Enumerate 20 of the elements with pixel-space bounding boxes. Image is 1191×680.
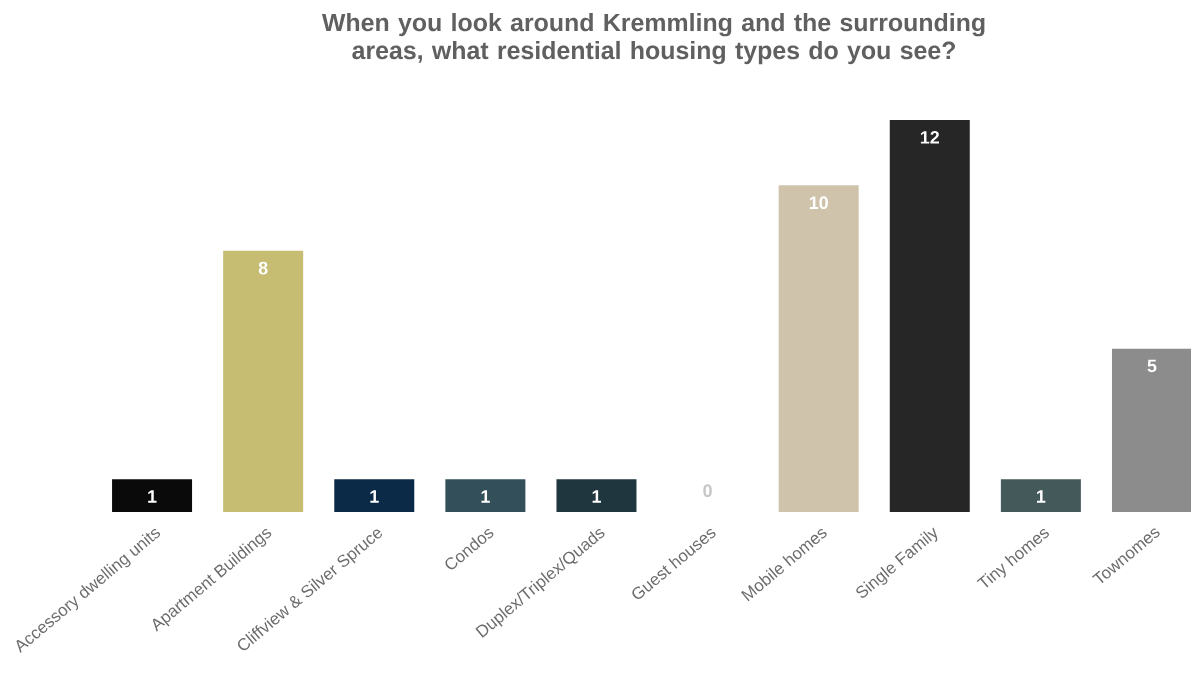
data-label: 1 — [592, 490, 601, 503]
data-label: 5 — [1147, 359, 1157, 373]
bar — [1000, 479, 1081, 512]
bar — [778, 185, 859, 512]
data-label: 1 — [1037, 490, 1046, 503]
data-label: 1 — [481, 490, 490, 503]
data-label: 10 — [809, 196, 828, 210]
bar — [556, 479, 637, 512]
data-label: 1 — [148, 490, 157, 503]
bar — [445, 479, 526, 512]
data-label: 1 — [370, 490, 379, 503]
data-label: 12 — [920, 131, 940, 144]
bar — [1111, 348, 1191, 512]
chart-title: When you look around Kremmling and the surrounding areas, what residential housing types do you see? — [321, 13, 985, 65]
bar — [889, 120, 970, 512]
data-label: 8 — [258, 261, 268, 275]
bar — [334, 479, 415, 512]
bar — [223, 250, 304, 512]
bar — [112, 479, 193, 512]
data-label: 0 — [703, 484, 712, 497]
